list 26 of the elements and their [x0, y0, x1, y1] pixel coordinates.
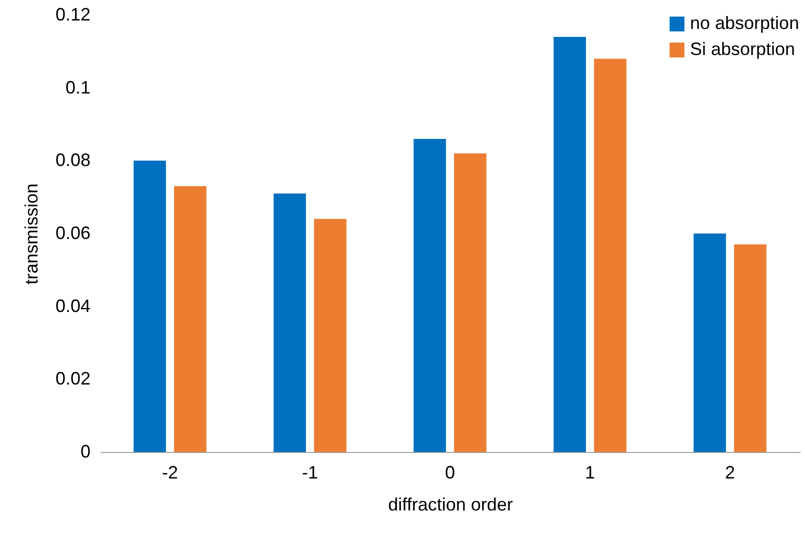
x-tick-label: 2	[724, 462, 736, 482]
y-tick-label: 0.06	[55, 223, 90, 243]
bar	[734, 244, 766, 452]
bar	[554, 36, 586, 452]
x-tick-label: 0	[444, 462, 456, 482]
y-tick-label: 0.08	[55, 150, 90, 170]
bar	[454, 153, 486, 452]
bar	[594, 58, 626, 452]
y-axis-title: transmission	[21, 183, 42, 285]
x-tick-label: -2	[162, 462, 178, 482]
x-tick-label: 1	[584, 462, 596, 482]
bar	[174, 186, 206, 452]
y-tick-label: 0.12	[55, 4, 90, 24]
y-tick-label: 0.04	[55, 296, 90, 316]
bar	[694, 234, 726, 452]
y-tick-label: 0.1	[65, 77, 90, 98]
legend-label: no absorption	[690, 13, 800, 33]
x-tick-label: -1	[302, 462, 318, 482]
bar	[274, 193, 306, 452]
y-tick-label: 0.02	[55, 368, 90, 389]
x-axis-title: diffraction order	[388, 494, 513, 514]
legend-label: Si absorption	[690, 39, 796, 59]
bar	[414, 138, 446, 452]
bar	[134, 160, 166, 452]
y-tick-label: 0	[80, 442, 90, 462]
bar	[314, 218, 346, 452]
